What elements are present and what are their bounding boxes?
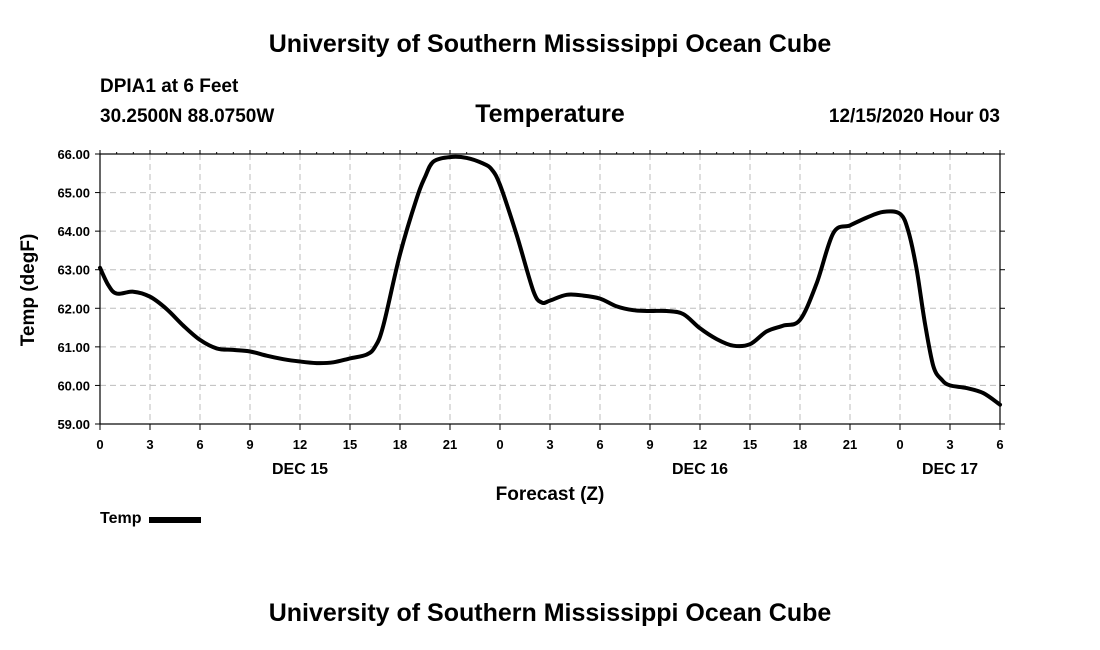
x-tick-label: 15 (343, 437, 357, 452)
y-tick-label: 65.00 (57, 186, 90, 201)
x-tick-label: 3 (946, 437, 953, 452)
grid (100, 154, 1000, 424)
day-label: DEC 16 (672, 461, 728, 478)
forecast-datetime: 12/15/2020 Hour 03 (828, 106, 1000, 127)
y-tick-label: 59.00 (57, 417, 90, 432)
x-tick-label: 18 (793, 437, 807, 452)
x-tick-label: 9 (646, 437, 653, 452)
x-tick-label: 0 (96, 437, 103, 452)
legend-label: Temp (100, 510, 142, 527)
axis-ticks: 59.00 60.00 61.00 62.00 63.00 64.00 65.00 66.00… (57, 147, 1005, 478)
series-line-temp (98, 154, 1002, 407)
y-tick-label: 64.00 (57, 224, 90, 239)
x-tick-label: 9 (246, 437, 253, 452)
x-tick-label: 3 (146, 437, 153, 452)
x-tick-label: 21 (843, 437, 857, 452)
x-tick-label: 6 (996, 437, 1003, 452)
legend: Temp (100, 510, 202, 528)
x-tick-label: 0 (896, 437, 903, 452)
x-tick-label: 6 (596, 437, 603, 452)
station-label: DPIA1 at 6 Feet (100, 76, 239, 97)
x-tick-label: 18 (393, 437, 407, 452)
x-tick-label: 3 (546, 437, 553, 452)
y-tick-label: 66.00 (57, 147, 90, 162)
y-tick-label: 63.00 (57, 263, 90, 278)
y-tick-label: 62.00 (57, 301, 90, 316)
coordinates-label: 30.2500N 88.0750W (100, 106, 275, 127)
y-tick-label: 61.00 (57, 340, 90, 355)
day-label: DEC 15 (272, 461, 328, 478)
x-tick-label: 6 (196, 437, 203, 452)
x-tick-label: 0 (496, 437, 503, 452)
legend-swatch (149, 517, 202, 523)
x-tick-label: 15 (743, 437, 757, 452)
footer-title: University of Southern Mississippi Ocean… (268, 599, 832, 627)
chart-title: Temperature (475, 100, 625, 128)
y-tick-label: 60.00 (57, 378, 90, 393)
y-axis-title: Temp (degF) (18, 234, 39, 347)
x-tick-label: 12 (293, 437, 307, 452)
page-title: University of Southern Mississippi Ocean… (268, 30, 832, 58)
x-tick-label: 21 (443, 437, 457, 452)
day-label: DEC 17 (922, 461, 978, 478)
x-tick-label: 12 (693, 437, 707, 452)
x-axis-title: Forecast (Z) (496, 484, 605, 505)
